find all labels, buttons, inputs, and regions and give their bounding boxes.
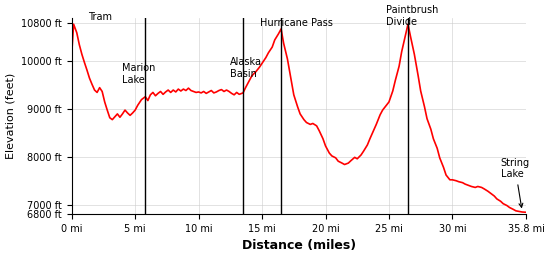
X-axis label: Distance (miles): Distance (miles)	[242, 239, 356, 252]
Text: Tram: Tram	[88, 12, 112, 22]
Text: Paintbrush
Divide: Paintbrush Divide	[387, 5, 439, 27]
Text: Marion
Lake: Marion Lake	[123, 63, 156, 85]
Y-axis label: Elevation (feet): Elevation (feet)	[6, 73, 15, 159]
Text: Alaska
Basin: Alaska Basin	[230, 58, 262, 79]
Text: String
Lake: String Lake	[500, 158, 530, 207]
Text: Hurricane Pass: Hurricane Pass	[260, 18, 332, 28]
